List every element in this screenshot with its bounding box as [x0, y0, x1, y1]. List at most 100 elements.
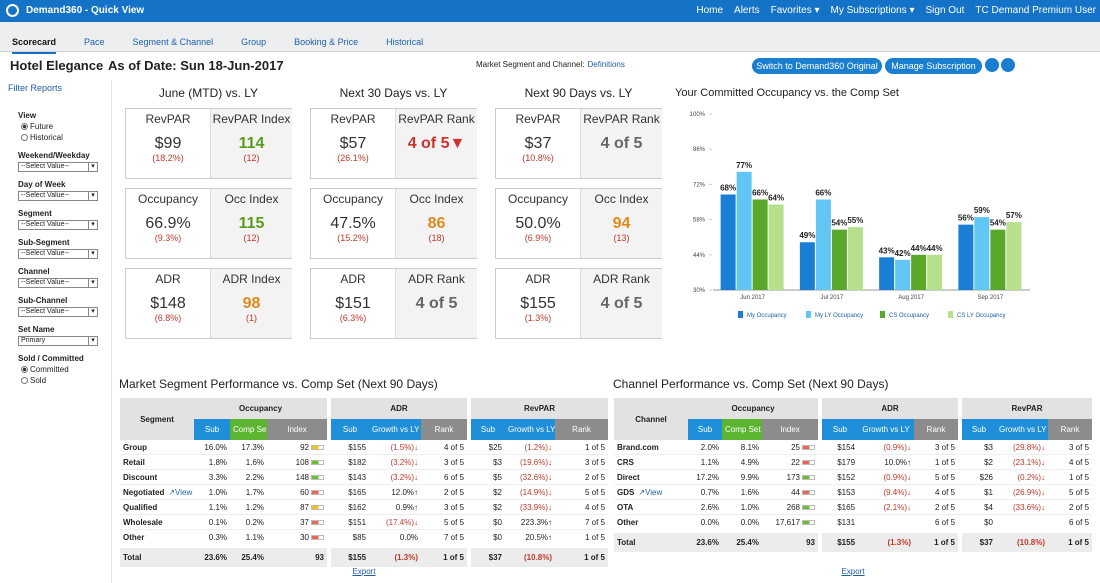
export-link[interactable]: Export [841, 567, 865, 576]
kpi-label: ADR [525, 272, 551, 286]
cell: (3.2%)↓ [369, 454, 422, 470]
cell: 87 [267, 499, 328, 515]
select-box[interactable]: Primary [18, 336, 98, 346]
row-name-text: Qualified [123, 502, 158, 512]
header-link[interactable]: Home [696, 5, 724, 16]
cell: $2 [962, 454, 997, 470]
radio-option[interactable]: Future [18, 122, 53, 131]
cell-value: 5 of 5 [585, 487, 606, 497]
filter-title[interactable]: Filter Reports [8, 83, 63, 93]
cell-value: (17.4%)↓ [386, 517, 419, 527]
cell: (26.9%)↓ [996, 484, 1049, 500]
select-box[interactable]: --Select Value-- [18, 278, 98, 288]
view-link[interactable]: View [168, 488, 192, 497]
row-name: GDSView [614, 484, 688, 500]
table-title: Channel Performance vs. Comp Set (Next 9… [613, 377, 889, 391]
kpi-card: Occupancy 66.9% (9.3%) Occ Index 115 (12) [125, 188, 292, 259]
cell: 9.9% [722, 469, 762, 485]
value-label: 43% [879, 246, 895, 255]
select-box[interactable]: --Select Value-- [18, 307, 98, 317]
table-row: Retail 1.8% 1.6% 108 $182 (3.2%)↓ 3 of 5 $3 (19.… [120, 454, 609, 470]
cell-value: 25 [791, 442, 801, 452]
row-name: OTA [614, 499, 688, 515]
cell: 5 of 5 [914, 469, 959, 485]
scorecard-title: Next 30 Days vs. LY [339, 86, 448, 100]
cell-value: 1 of 5 [443, 553, 465, 562]
kpi-card: ADR $148 (6.8%) ADR Index 98 (1) [125, 268, 292, 339]
cell-value: $4 [984, 502, 994, 512]
cell: $151 [331, 514, 370, 530]
kpi-label: Occ Index [594, 192, 649, 206]
kpi-label: RevPAR [145, 112, 191, 126]
cell-value: $154 [837, 442, 856, 452]
row-name: Total [120, 544, 194, 567]
row-name-text: Group [123, 442, 147, 452]
help-icon[interactable] [985, 58, 999, 72]
index-icon [802, 459, 816, 465]
select-box[interactable]: --Select Value-- [18, 162, 98, 172]
kpi-value: $155 [520, 295, 556, 312]
tab[interactable]: Segment & Channel [132, 37, 214, 47]
tab[interactable]: Group [241, 37, 267, 47]
occupancy-chart: Your Committed Occupancy vs. the Comp Se… [675, 87, 1030, 319]
column-header: Index [267, 419, 328, 440]
tab[interactable]: Booking & Price [294, 37, 359, 47]
export-link[interactable]: Export [352, 567, 376, 576]
cell: 1 of 5 [1048, 469, 1093, 485]
cell: (33.9%)↓ [505, 499, 556, 515]
spacer [958, 499, 963, 515]
radio-option[interactable]: Sold [18, 376, 46, 385]
value-label: 77% [736, 161, 752, 170]
select-box[interactable]: --Select Value-- [18, 191, 98, 201]
header-link[interactable]: Sign Out [925, 5, 965, 16]
value-label: 44% [911, 244, 927, 253]
radio-option[interactable]: Historical [18, 133, 63, 142]
kpi-card: Occupancy 47.5% (15.2%) Occ Index 86 (18) [310, 188, 477, 259]
x-tick-label: Sep 2017 [978, 295, 1004, 301]
kpi-half: ADR $151 (6.3%) [311, 269, 395, 338]
header-link[interactable]: Alerts [734, 5, 760, 16]
cell-value: 7 of 5 [444, 532, 465, 542]
cell-value: 0.2% [245, 517, 264, 527]
header-link[interactable]: Favorites [771, 5, 820, 16]
spacer [818, 499, 823, 515]
table-row: NegotiatedView 1.0% 1.7% 60 $165 12.0%↑ 2 of 5… [120, 484, 609, 500]
spacer [818, 419, 823, 440]
tab[interactable]: Pace [84, 37, 105, 47]
view-link[interactable]: View [638, 488, 662, 497]
cell-value: 7 of 5 [585, 517, 606, 527]
toolbar-button[interactable]: Switch to Demand360 Original [752, 58, 882, 74]
cell-value: 0.9%↑ [395, 502, 419, 512]
header-link[interactable]: My Subscriptions [831, 5, 915, 16]
row-name-text: Direct [617, 472, 640, 482]
kpi-value: 114 [238, 135, 265, 152]
spacer [958, 398, 963, 419]
definitions-link[interactable]: Definitions [587, 60, 625, 69]
column-header: Rank [421, 419, 468, 440]
cell-value: $26 [979, 472, 994, 482]
tab[interactable]: Historical [386, 37, 424, 47]
radio-option[interactable]: Committed [18, 365, 69, 374]
row-name: Other [614, 514, 688, 532]
cell-value: 1 of 5 [1068, 538, 1090, 547]
print-icon[interactable] [1001, 58, 1015, 72]
cell: 20.5%↑ [505, 529, 556, 547]
tab[interactable]: Scorecard [12, 33, 57, 54]
cell-value: 4.9% [740, 457, 759, 467]
select-box[interactable]: --Select Value-- [18, 249, 98, 259]
cell: 17,617 [762, 514, 819, 532]
spacer [467, 398, 472, 419]
cell-value: $0 [493, 517, 503, 527]
header-link[interactable]: TC Demand Premium User [975, 5, 1096, 16]
cell: 5 of 5 [555, 484, 609, 500]
value-label: 68% [720, 183, 736, 192]
select-box[interactable]: --Select Value-- [18, 220, 98, 230]
cell: 17.2% [688, 469, 722, 485]
toolbar-button[interactable]: Manage Subscription [885, 58, 982, 74]
kpi-half: RevPAR $57 (26.1%) [311, 109, 395, 178]
cell: (1.5%)↓ [369, 440, 422, 455]
table-row: Qualified 1.1% 1.2% 87 $162 0.9%↑ 3 of 5 $2 (33.… [120, 499, 609, 515]
logo [6, 4, 19, 17]
cell: (10.8%) [505, 544, 556, 567]
